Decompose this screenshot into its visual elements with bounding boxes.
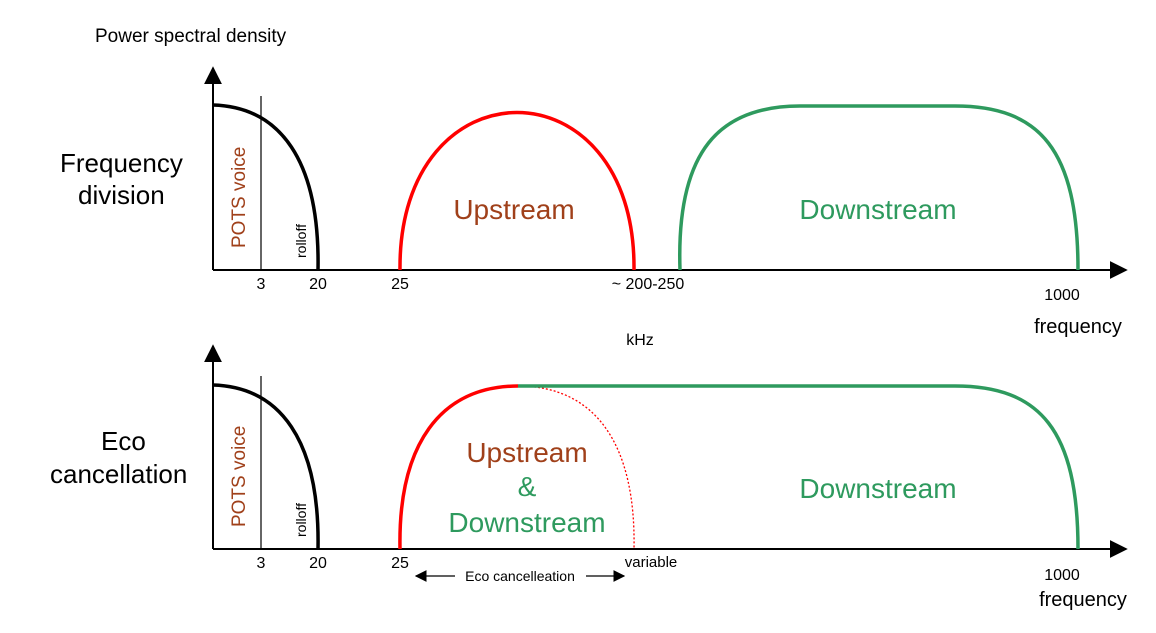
panel-frequency-division: Frequency division POTS voice rolloff Up… [60,66,1128,338]
upstream-band [398,110,636,271]
pots-voice-label: POTS voice [229,147,250,248]
tick-upper: variable [625,554,678,571]
rolloff-label: rolloff [293,503,309,537]
voice-curve [212,103,320,271]
tick-25: 25 [391,276,409,293]
x-axis-label: frequency [1039,589,1127,611]
x-axis-label: frequency [1034,316,1122,338]
tick-20: 20 [309,276,327,293]
tick-25: 25 [391,555,409,572]
tick-20: 20 [309,555,327,572]
panel-title-line1: Eco [101,426,146,456]
tick-upper: ~ 200-250 [612,276,685,293]
overlap-label-downstream: Downstream [448,507,605,538]
tick-1000: 1000 [1044,287,1080,304]
upstream-variable-tail [517,385,635,550]
pots-voice-label: POTS voice [229,426,250,527]
eco-cancellation-range: Eco cancelleation [414,568,626,584]
range-label: Eco cancelleation [465,568,575,584]
tick-3: 3 [257,555,266,572]
tick-3: 3 [257,276,266,293]
panel-title-line1: Frequency [60,148,183,178]
panel-title-line2: cancellation [50,459,187,489]
x-unit-label: kHz [626,332,654,349]
downstream-label: Downstream [799,194,956,225]
downstream-band [518,384,1080,550]
overlap-label-and: & [518,471,537,502]
voice-curve [212,383,320,550]
downstream-label: Downstream [799,473,956,504]
upstream-band [398,384,519,550]
panel-title-line2: division [78,180,165,210]
upstream-label: Upstream [453,194,574,225]
panel-eco-cancellation: Eco cancellation POTS voice rolloff Upst… [50,344,1128,611]
y-axis-label: Power spectral density [95,26,287,47]
rolloff-label: rolloff [293,224,309,258]
tick-1000: 1000 [1044,567,1080,584]
overlap-label-upstream: Upstream [466,437,587,468]
downstream-band [678,104,1080,271]
